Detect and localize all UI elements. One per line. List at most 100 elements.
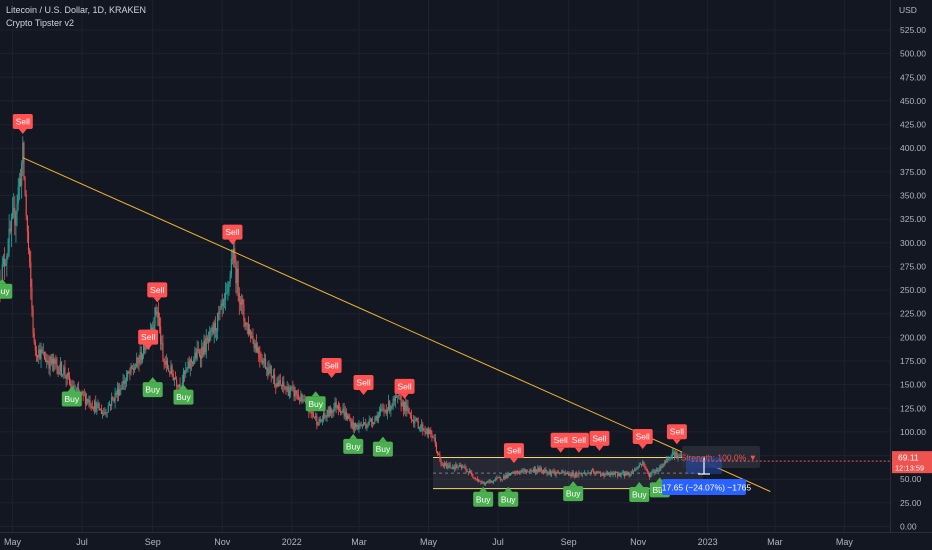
- candle-body: [157, 311, 159, 318]
- candle-body: [156, 311, 158, 315]
- candle-body: [56, 363, 58, 368]
- x-tick-label: Nov: [214, 537, 231, 547]
- candle-body: [354, 422, 357, 427]
- buy-signal[interactable]: Buy: [343, 433, 364, 454]
- candle-body: [202, 346, 204, 355]
- buy-signal[interactable]: Buy: [305, 391, 326, 412]
- sell-signal[interactable]: Sell: [138, 329, 159, 350]
- candle-body: [351, 421, 353, 427]
- candle-body: [123, 380, 125, 384]
- candle-body: [221, 303, 223, 307]
- candle-body: [646, 468, 648, 473]
- buy-signal-label: Buy: [476, 494, 491, 504]
- buy-signal[interactable]: Buy: [61, 386, 82, 407]
- candle-body: [266, 368, 268, 370]
- candle-body: [108, 404, 110, 406]
- sell-signal[interactable]: Sell: [568, 432, 589, 453]
- sell-signal-box: [147, 282, 168, 298]
- sell-signal[interactable]: Sell: [12, 114, 33, 135]
- candle-body: [604, 474, 606, 476]
- sell-signal[interactable]: Sell: [394, 378, 415, 399]
- sell-signal-box: [666, 424, 687, 440]
- candle-body: [369, 418, 371, 421]
- candle-body: [283, 381, 285, 387]
- y-tick-label: 350.00: [900, 191, 926, 201]
- candle-body: [517, 472, 520, 473]
- candle-body: [109, 404, 112, 406]
- candle-body: [655, 469, 657, 472]
- buy-signal[interactable]: Buy: [142, 377, 163, 398]
- candle-body: [51, 359, 53, 364]
- candle-body: [205, 338, 207, 353]
- sell-signal[interactable]: Sell: [550, 432, 571, 453]
- sell-signal[interactable]: Sell: [147, 282, 168, 303]
- candle-body: [660, 466, 662, 469]
- candle-body: [272, 374, 275, 378]
- price-axis[interactable]: 0.0025.0050.0075.00100.00125.00150.00175…: [890, 0, 932, 550]
- candle-body: [408, 407, 410, 414]
- candle-body: [76, 387, 79, 390]
- candle-body: [552, 472, 554, 474]
- candle-body: [127, 371, 129, 378]
- sell-signal[interactable]: Sell: [589, 430, 610, 451]
- candle-body: [264, 358, 267, 369]
- buy-signal[interactable]: Buy: [372, 436, 393, 457]
- candle-body: [645, 467, 647, 469]
- candle-body: [230, 258, 232, 275]
- sell-signal[interactable]: Sell: [222, 224, 243, 245]
- candle-body: [287, 386, 289, 396]
- candle-body: [88, 400, 90, 403]
- candle-body: [584, 472, 586, 474]
- sell-signal[interactable]: Sell: [632, 428, 653, 449]
- candle-body: [6, 255, 8, 264]
- candle-body: [352, 421, 354, 430]
- candle-body: [120, 388, 122, 390]
- candle-body: [360, 424, 362, 426]
- candle-body: [612, 473, 614, 475]
- buy-signal[interactable]: Buy: [629, 482, 650, 503]
- candle-body: [619, 473, 621, 477]
- candle-body: [241, 299, 243, 305]
- y-tick-label: 325.00: [900, 214, 926, 224]
- buy-signal[interactable]: Buy: [473, 486, 494, 507]
- candle-body: [637, 466, 639, 468]
- sell-signal[interactable]: Sell: [503, 443, 524, 464]
- candle-body: [388, 401, 390, 410]
- candle-body: [42, 352, 44, 354]
- candle-body: [613, 473, 615, 475]
- candle-body: [301, 394, 303, 401]
- candle-body: [550, 472, 553, 475]
- candle-body: [168, 368, 170, 372]
- sell-signal-label: Sell: [592, 433, 606, 443]
- candle-body: [290, 387, 292, 392]
- sell-signal-box: [589, 430, 610, 446]
- candle-body: [606, 472, 608, 475]
- candle-body: [31, 287, 33, 309]
- time-axis[interactable]: May Jul Sep Nov 2022 Mar May Jul Sep Nov 2023 Mar Ma…: [0, 532, 932, 548]
- candle-body: [393, 398, 395, 401]
- buy-signal[interactable]: Buy: [0, 278, 13, 299]
- candle-body: [380, 409, 382, 413]
- candle-body: [350, 420, 352, 427]
- sell-signal[interactable]: Sell: [321, 358, 342, 379]
- candle-body: [207, 339, 210, 342]
- buy-signal[interactable]: Buy: [498, 486, 519, 507]
- x-tick-label: May: [420, 537, 438, 547]
- candle-body: [519, 472, 521, 474]
- buy-signal-label: Buy: [64, 394, 79, 404]
- buy-signal[interactable]: Buy: [173, 384, 194, 405]
- candle-body: [116, 388, 118, 395]
- candle-body: [117, 388, 120, 396]
- candle-body: [255, 343, 257, 352]
- candle-body: [320, 420, 322, 422]
- candle-body: [631, 471, 634, 473]
- candle-body: [139, 352, 141, 364]
- sell-signal[interactable]: Sell: [353, 375, 374, 396]
- candle-body: [667, 458, 669, 460]
- candle-body: [635, 468, 637, 470]
- buy-signal[interactable]: Buy: [563, 481, 584, 502]
- sell-signal[interactable]: Sell: [666, 424, 687, 445]
- candle-body: [543, 470, 545, 474]
- candle-body: [625, 472, 627, 476]
